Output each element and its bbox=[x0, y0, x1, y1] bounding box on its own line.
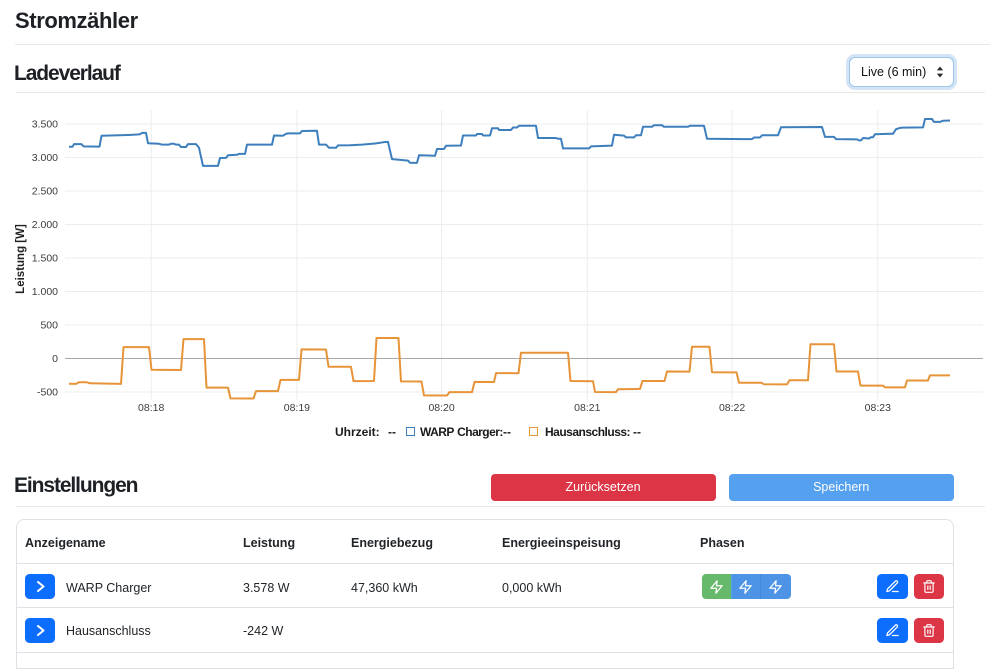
svg-text:08:23: 08:23 bbox=[865, 402, 891, 414]
svg-text:0: 0 bbox=[52, 353, 58, 365]
svg-text:08:19: 08:19 bbox=[284, 402, 310, 414]
svg-text:3.500: 3.500 bbox=[32, 119, 58, 131]
svg-text:3.000: 3.000 bbox=[32, 152, 58, 164]
svg-text:500: 500 bbox=[40, 320, 58, 332]
svg-text:Leistung [W]: Leistung [W] bbox=[15, 224, 27, 294]
svg-text:2.500: 2.500 bbox=[32, 186, 58, 198]
svg-text:1.500: 1.500 bbox=[32, 253, 58, 265]
svg-text:-500: -500 bbox=[37, 387, 58, 399]
svg-text:08:21: 08:21 bbox=[574, 402, 600, 414]
svg-text:1.000: 1.000 bbox=[32, 286, 58, 298]
svg-text:08:18: 08:18 bbox=[138, 402, 164, 414]
svg-text:2.000: 2.000 bbox=[32, 219, 58, 231]
svg-text:08:22: 08:22 bbox=[719, 402, 745, 414]
svg-text:08:20: 08:20 bbox=[428, 402, 454, 414]
